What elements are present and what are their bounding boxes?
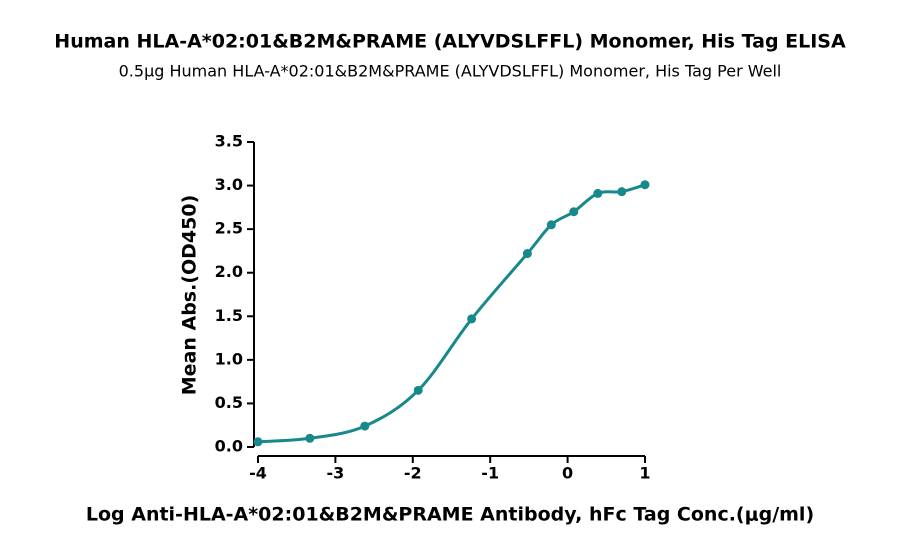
x-tick-label: -3	[327, 464, 345, 483]
y-tick-label: 3.5	[215, 132, 243, 151]
chart-subtitle: 0.5μg Human HLA-A*02:01&B2M&PRAME (ALYVD…	[119, 62, 782, 81]
x-tick-label: 1	[639, 464, 650, 483]
y-tick-label: 0.0	[215, 437, 243, 456]
data-point	[640, 180, 650, 190]
y-tick-label: 2.0	[215, 262, 243, 281]
y-tick-label: 3.0	[215, 175, 243, 194]
data-point	[253, 437, 263, 447]
data-point	[360, 421, 370, 431]
x-axis-label: Log Anti-HLA-A*02:01&B2M&PRAME Antibody,…	[86, 504, 814, 526]
data-point	[546, 220, 556, 230]
y-tick-label: 0.5	[215, 393, 243, 412]
fit-curve	[257, 183, 646, 444]
data-point	[305, 433, 315, 443]
data-point	[593, 188, 603, 198]
data-point	[569, 207, 579, 217]
y-tick-label: 2.5	[215, 219, 243, 238]
data-point	[467, 314, 477, 324]
data-point	[413, 385, 423, 395]
x-tick-label: -2	[404, 464, 422, 483]
data-point	[522, 249, 532, 259]
x-tick-label: -4	[249, 464, 267, 483]
x-tick-label: -1	[481, 464, 499, 483]
y-tick-label: 1.0	[215, 349, 243, 368]
data-point	[617, 187, 627, 197]
x-tick-label: 0	[562, 464, 573, 483]
y-tick-label: 1.5	[215, 306, 243, 325]
chart-title: Human HLA-A*02:01&B2M&PRAME (ALYVDSLFFL)…	[54, 31, 846, 53]
y-axis-label: Mean Abs.(OD450)	[179, 195, 201, 396]
